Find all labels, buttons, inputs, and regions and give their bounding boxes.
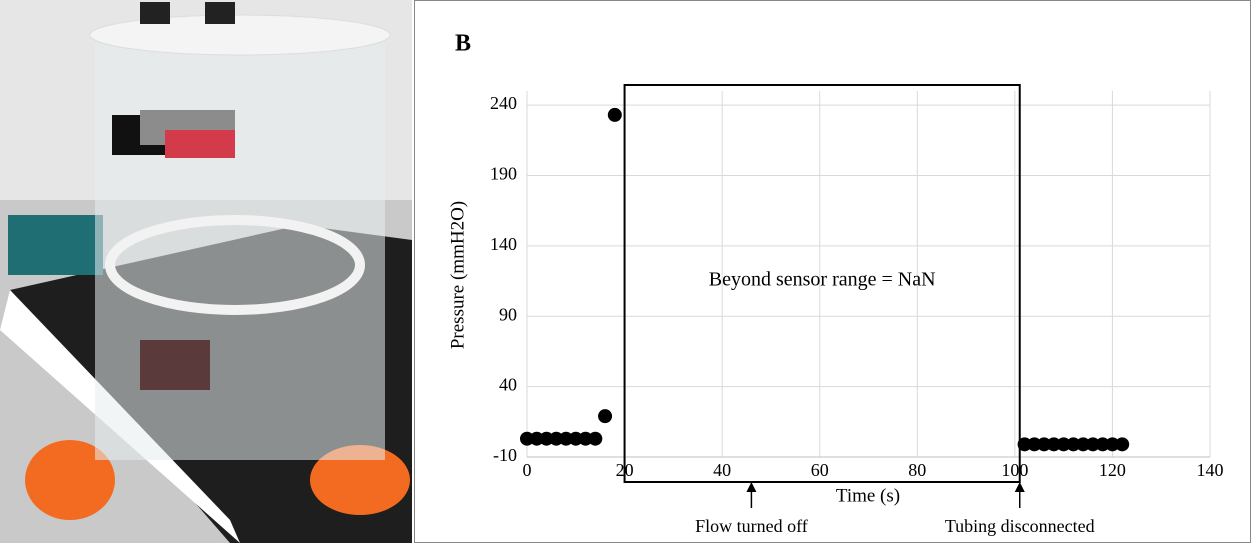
data-point <box>539 431 554 446</box>
sensor-range-box <box>623 84 1021 483</box>
annotation-label: Tubing disconnected <box>945 516 1095 536</box>
annotation-arrowhead <box>1014 482 1025 492</box>
data-point <box>520 431 534 446</box>
x-tick-label: 0 <box>523 460 532 480</box>
x-tick-label: 40 <box>713 460 731 480</box>
y-tick-label: 40 <box>499 375 517 395</box>
annotation-arrowhead <box>746 482 757 492</box>
photo-fitting <box>205 2 235 24</box>
panel-label: B <box>455 31 471 57</box>
data-point <box>1066 437 1081 452</box>
x-axis-title: Time (s) <box>836 485 900 506</box>
data-point <box>588 431 603 446</box>
data-point <box>1017 437 1032 452</box>
data-point <box>578 431 593 446</box>
data-point <box>1027 437 1042 452</box>
x-tick-label: 120 <box>1099 460 1126 480</box>
x-tick-label: 100 <box>1001 460 1028 480</box>
data-point <box>549 431 564 446</box>
x-tick-label: 140 <box>1197 460 1224 480</box>
data-point <box>1095 437 1110 452</box>
y-tick-label: -10 <box>493 445 517 465</box>
y-tick-label: 90 <box>499 304 517 324</box>
data-point <box>1037 437 1052 452</box>
x-tick-label: 80 <box>908 460 926 480</box>
data-point <box>1056 437 1071 452</box>
annotation-label: Flow turned off <box>695 516 808 536</box>
photo-cylinder-top <box>89 14 391 56</box>
photo-sensor-board <box>165 130 235 158</box>
y-tick-label: 240 <box>490 93 517 113</box>
y-tick-label: 140 <box>490 234 517 254</box>
data-point <box>1105 437 1120 452</box>
photo-board <box>8 215 103 275</box>
photo-ring <box>105 215 365 315</box>
data-point <box>1076 437 1091 452</box>
data-point <box>607 107 622 122</box>
photo-orange <box>310 445 410 515</box>
y-tick-label: 190 <box>490 164 517 184</box>
x-tick-label: 60 <box>811 460 829 480</box>
data-point <box>1115 437 1130 452</box>
data-point <box>568 431 583 446</box>
data-point <box>1046 437 1061 452</box>
photo-orange <box>25 440 115 520</box>
photo-lower-sensor <box>140 340 210 390</box>
data-point <box>1085 437 1100 452</box>
data-point <box>559 431 574 446</box>
panel <box>414 0 1251 543</box>
photo-fitting <box>140 2 170 24</box>
data-point <box>529 431 544 446</box>
data-point <box>598 409 613 424</box>
photo <box>0 0 412 543</box>
y-axis-title: Pressure (mmH2O) <box>447 201 468 349</box>
region-label: Beyond sensor range = NaN <box>709 269 936 291</box>
